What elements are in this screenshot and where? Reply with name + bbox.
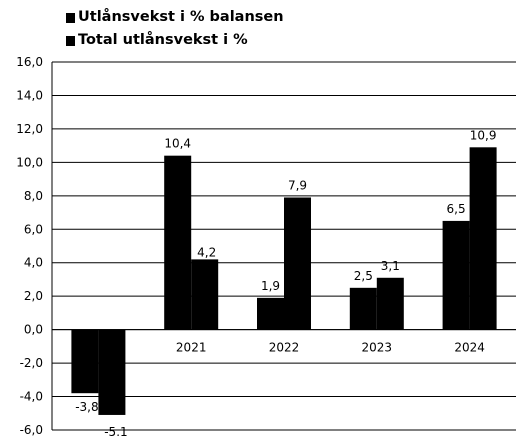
legend-swatch-2 <box>66 35 75 46</box>
y-tick-label: 8,0 <box>24 189 43 203</box>
x-category-label: 2024 <box>454 341 485 355</box>
x-category-label: 2022 <box>269 341 300 355</box>
legend-label-1: Utlånsvekst i % balansen <box>78 9 284 25</box>
y-tick-label: 0,0 <box>24 323 43 337</box>
data-label: 3,1 <box>381 259 400 273</box>
y-tick-label: -2,0 <box>20 356 43 370</box>
bar-series-1 <box>164 155 192 330</box>
bar-series-1 <box>257 297 284 330</box>
data-label: 1,9 <box>261 279 280 293</box>
legend-label-2: Total utlånsvekst i % <box>78 32 248 48</box>
data-label: -5,1 <box>104 425 127 436</box>
data-label: 7,9 <box>288 178 307 192</box>
bar-series-2 <box>98 329 126 415</box>
bar-series-1 <box>71 329 99 394</box>
data-label: -3,8 <box>75 400 98 414</box>
y-tick-label: 4,0 <box>24 256 43 270</box>
y-tick-label: 6,0 <box>24 222 43 236</box>
y-tick-label: -6,0 <box>20 423 43 436</box>
bar-series-1 <box>442 220 470 330</box>
data-label: 2,5 <box>354 269 373 283</box>
bar-series-2 <box>469 147 497 330</box>
bar-series-1 <box>349 287 377 330</box>
y-tick-label: 2,0 <box>24 289 43 303</box>
y-tick-label: -4,0 <box>20 390 43 404</box>
y-tick-label: 12,0 <box>16 122 43 136</box>
legend-entry-2: Total utlånsvekst i % <box>66 29 284 52</box>
bar-series-2 <box>376 277 404 330</box>
bar-series-2 <box>191 259 219 330</box>
x-category-label: 2023 <box>362 341 393 355</box>
y-tick-label: 14,0 <box>16 88 43 102</box>
data-label: 6,5 <box>447 202 466 216</box>
legend: Utlånsvekst i % balansen Total utlånsvek… <box>66 6 284 52</box>
y-tick-label: 16,0 <box>16 55 43 69</box>
legend-swatch-1 <box>66 12 75 23</box>
data-label: 10,9 <box>470 128 497 142</box>
data-label: 4,2 <box>197 245 216 259</box>
data-label: 10,4 <box>164 137 191 151</box>
bar-series-2 <box>284 197 311 330</box>
legend-entry-1: Utlånsvekst i % balansen <box>66 6 284 29</box>
x-category-label: 2021 <box>176 341 207 355</box>
y-tick-label: 10,0 <box>16 155 43 169</box>
